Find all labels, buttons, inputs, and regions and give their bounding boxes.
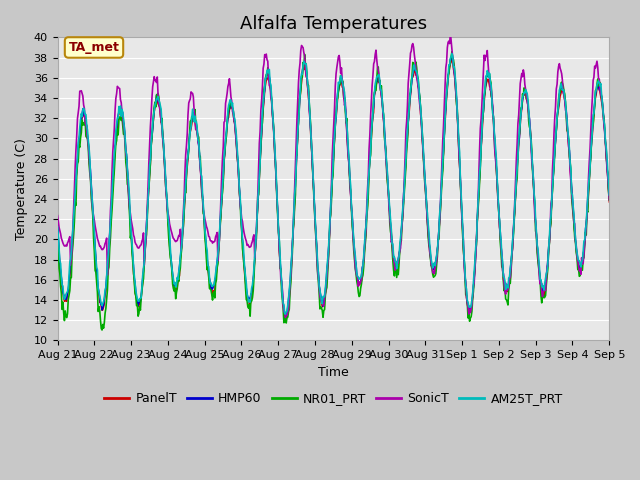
Y-axis label: Temperature (C): Temperature (C) [15, 138, 28, 240]
Legend: PanelT, HMP60, NR01_PRT, SonicT, AM25T_PRT: PanelT, HMP60, NR01_PRT, SonicT, AM25T_P… [99, 387, 568, 410]
Title: Alfalfa Temperatures: Alfalfa Temperatures [240, 15, 427, 33]
Text: TA_met: TA_met [68, 41, 120, 54]
X-axis label: Time: Time [318, 366, 349, 379]
